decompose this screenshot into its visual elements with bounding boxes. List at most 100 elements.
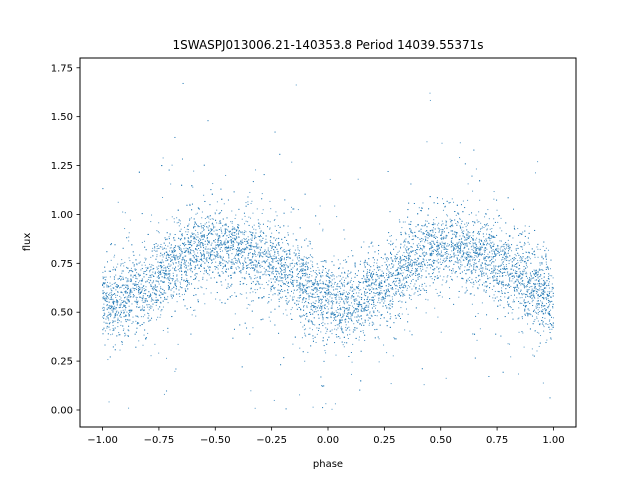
data-point [230, 277, 232, 279]
data-point [511, 268, 513, 270]
data-point [386, 306, 388, 308]
data-point [149, 295, 151, 297]
data-point [211, 218, 213, 220]
data-point [226, 246, 228, 248]
data-point [130, 269, 132, 271]
data-point [514, 228, 516, 230]
data-point [135, 269, 137, 271]
data-point [486, 223, 488, 225]
data-point [349, 333, 351, 335]
data-point [163, 254, 165, 256]
data-point [334, 294, 336, 296]
data-point [255, 229, 257, 231]
data-point [439, 295, 441, 297]
chart-title: 1SWASPJ013006.21-140353.8 Period 14039.5… [172, 38, 483, 52]
data-point [113, 309, 115, 311]
data-point [142, 309, 144, 311]
data-point [283, 265, 285, 267]
data-point [340, 296, 342, 298]
data-point [373, 272, 375, 274]
data-point [298, 252, 300, 254]
data-point [480, 264, 482, 266]
data-point [436, 241, 438, 243]
data-point [483, 227, 485, 229]
data-point [404, 284, 406, 286]
data-point [407, 252, 409, 254]
data-point [226, 287, 228, 289]
data-point [179, 281, 181, 283]
data-point [203, 251, 205, 253]
data-point [377, 301, 379, 303]
data-point [230, 232, 232, 234]
data-point [413, 261, 415, 263]
data-point [233, 228, 235, 230]
data-point [285, 274, 287, 276]
data-point [130, 275, 132, 277]
data-point [217, 242, 219, 244]
data-point [327, 292, 329, 294]
data-point [265, 270, 267, 272]
data-point [474, 251, 476, 253]
data-point [247, 236, 249, 238]
data-point [421, 225, 423, 227]
data-point [459, 157, 461, 159]
data-point [441, 142, 443, 144]
data-point [102, 271, 104, 273]
data-point [159, 291, 161, 293]
data-point [156, 268, 158, 270]
data-point [241, 218, 243, 220]
data-point [341, 278, 343, 280]
data-point [227, 240, 229, 242]
data-point [193, 309, 195, 311]
data-point [128, 335, 130, 337]
data-point [381, 281, 383, 283]
data-point [314, 324, 316, 326]
data-point [142, 301, 144, 303]
data-point [176, 256, 178, 258]
data-point [543, 284, 545, 286]
data-point [501, 291, 503, 293]
data-point [456, 242, 458, 244]
data-point [286, 314, 288, 316]
data-point [416, 268, 418, 270]
data-point [209, 252, 211, 254]
data-point [444, 242, 446, 244]
data-point [407, 313, 409, 315]
data-point [541, 289, 543, 291]
data-point [257, 243, 259, 245]
data-point [516, 297, 518, 299]
data-point [358, 292, 360, 294]
data-point [402, 279, 404, 281]
data-point [339, 263, 341, 265]
data-point [144, 240, 146, 242]
data-point [401, 283, 403, 285]
data-point [234, 256, 236, 258]
data-point [313, 302, 315, 304]
data-point [443, 276, 445, 278]
data-point [378, 311, 380, 313]
data-point [233, 248, 235, 250]
data-point [112, 329, 114, 331]
data-point [354, 300, 356, 302]
data-point [485, 272, 487, 274]
data-point [204, 303, 206, 305]
data-point [122, 211, 124, 213]
data-point [338, 302, 340, 304]
data-point [410, 263, 412, 265]
data-point [432, 252, 434, 254]
data-point [359, 323, 361, 325]
data-point [299, 250, 300, 252]
data-point [191, 244, 193, 246]
data-point [314, 287, 316, 289]
data-point [216, 201, 218, 203]
data-point [451, 240, 453, 242]
data-point [493, 191, 495, 193]
data-point [303, 329, 305, 331]
data-point [170, 264, 172, 266]
data-point [221, 230, 223, 232]
data-point [130, 267, 132, 269]
data-point [220, 240, 222, 242]
data-point [486, 233, 488, 235]
data-point [145, 259, 147, 261]
data-point [241, 239, 243, 241]
